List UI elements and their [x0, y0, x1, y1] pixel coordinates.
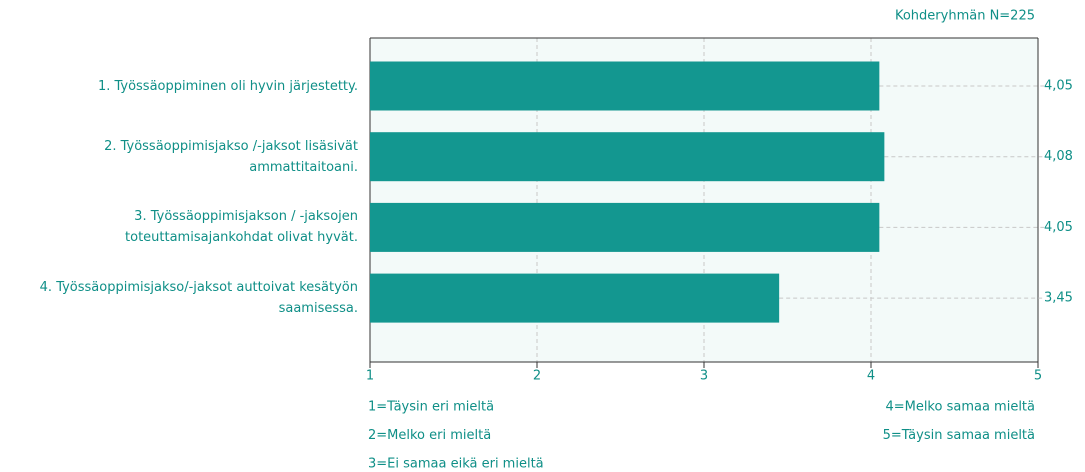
category-label: 3. Työssäoppimisjakson / -jaksojen toteu… [125, 209, 358, 246]
category-label-box: 2. Työssäoppimisjakso /-jaksot lisäsivät… [0, 122, 358, 192]
bar [370, 61, 880, 111]
scale-label: 2=Melko eri mieltä [368, 428, 491, 443]
category-label: 4. Työssäoppimisjakso/-jaksot auttoivat … [39, 280, 358, 317]
bar [370, 202, 880, 252]
scale-label: 1=Täysin eri mieltä [368, 400, 494, 415]
bar [370, 273, 780, 323]
value-label: 4,08 [1044, 149, 1073, 164]
x-tick-label: 2 [533, 369, 541, 384]
value-label: 4,05 [1044, 79, 1073, 94]
category-label: 2. Työssäoppimisjakso /-jaksot lisäsivät… [104, 138, 358, 175]
note: Kohderyhmän N=225 [895, 9, 1035, 24]
category-label-box: 1. Työssäoppiminen oli hyvin järjestetty… [0, 51, 358, 121]
x-tick-label: 5 [1034, 369, 1042, 384]
category-label-box: 4. Työssäoppimisjakso/-jaksot auttoivat … [0, 263, 358, 333]
value-label: 3,45 [1044, 291, 1073, 306]
bar [370, 132, 885, 182]
value-label: 4,05 [1044, 220, 1073, 235]
x-tick-label: 4 [867, 369, 875, 384]
x-tick-label: 1 [366, 369, 374, 384]
scale-label: 5=Täysin samaa mieltä [883, 428, 1035, 443]
x-tick-label: 3 [700, 369, 708, 384]
scale-label: 3=Ei samaa eikä eri mieltä [368, 457, 544, 472]
category-label-box: 3. Työssäoppimisjakson / -jaksojen toteu… [0, 192, 358, 262]
scale-label: 4=Melko samaa mieltä [885, 400, 1035, 415]
category-label: 1. Työssäoppiminen oli hyvin järjestetty… [97, 78, 358, 94]
